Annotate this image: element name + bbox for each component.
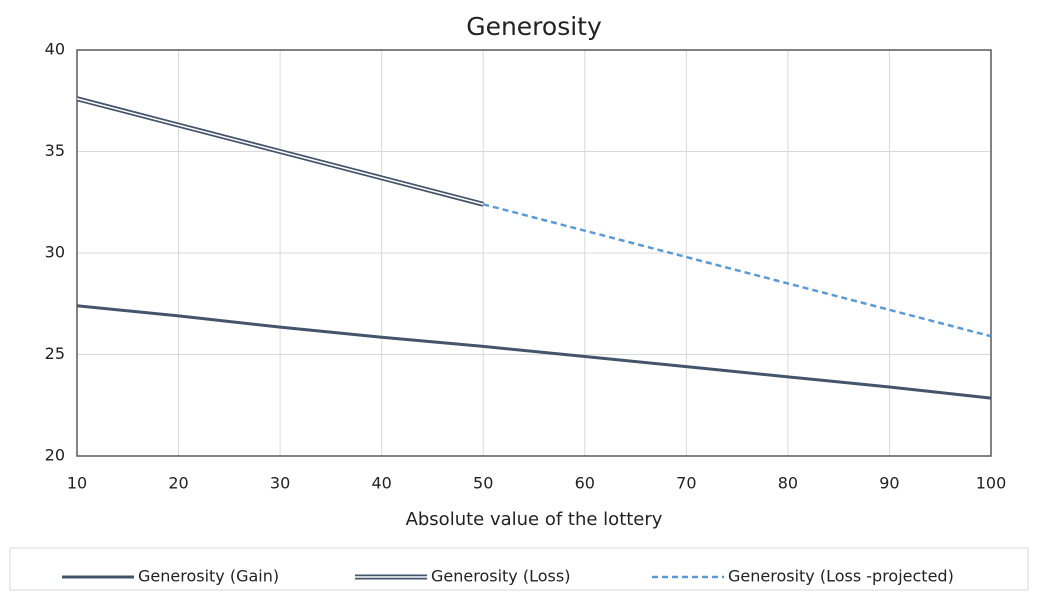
- x-tick-label: 60: [575, 474, 595, 493]
- line: [482, 203, 992, 338]
- y-tick-label: 20: [45, 446, 65, 465]
- x-tick-label: 70: [676, 474, 696, 493]
- y-tick-label: 40: [45, 40, 65, 59]
- x-tick-label: 10: [67, 474, 87, 493]
- legend-box: [9, 547, 1029, 591]
- y-tick-label: 30: [45, 243, 65, 262]
- x-tick-label: 40: [371, 474, 391, 493]
- y-tick-label: 35: [45, 141, 65, 160]
- x-tick-label: 20: [168, 474, 188, 493]
- legend-label: Generosity (Loss): [431, 567, 570, 586]
- x-tick-label: 50: [473, 474, 493, 493]
- x-tick-label: 90: [879, 474, 899, 493]
- x-tick-label: 80: [778, 474, 798, 493]
- legend-label: Generosity (Loss -projected): [728, 567, 954, 586]
- x-tick-label: 30: [270, 474, 290, 493]
- chart-title: Generosity: [466, 12, 602, 41]
- y-tick-label: 25: [45, 344, 65, 363]
- line-inner: [76, 97, 484, 206]
- x-tick-label: 100: [976, 474, 1007, 493]
- x-axis-title: Absolute value of the lottery: [406, 509, 663, 530]
- legend-label: Generosity (Gain): [138, 567, 279, 586]
- line: [76, 304, 992, 400]
- plot-border: [76, 49, 992, 457]
